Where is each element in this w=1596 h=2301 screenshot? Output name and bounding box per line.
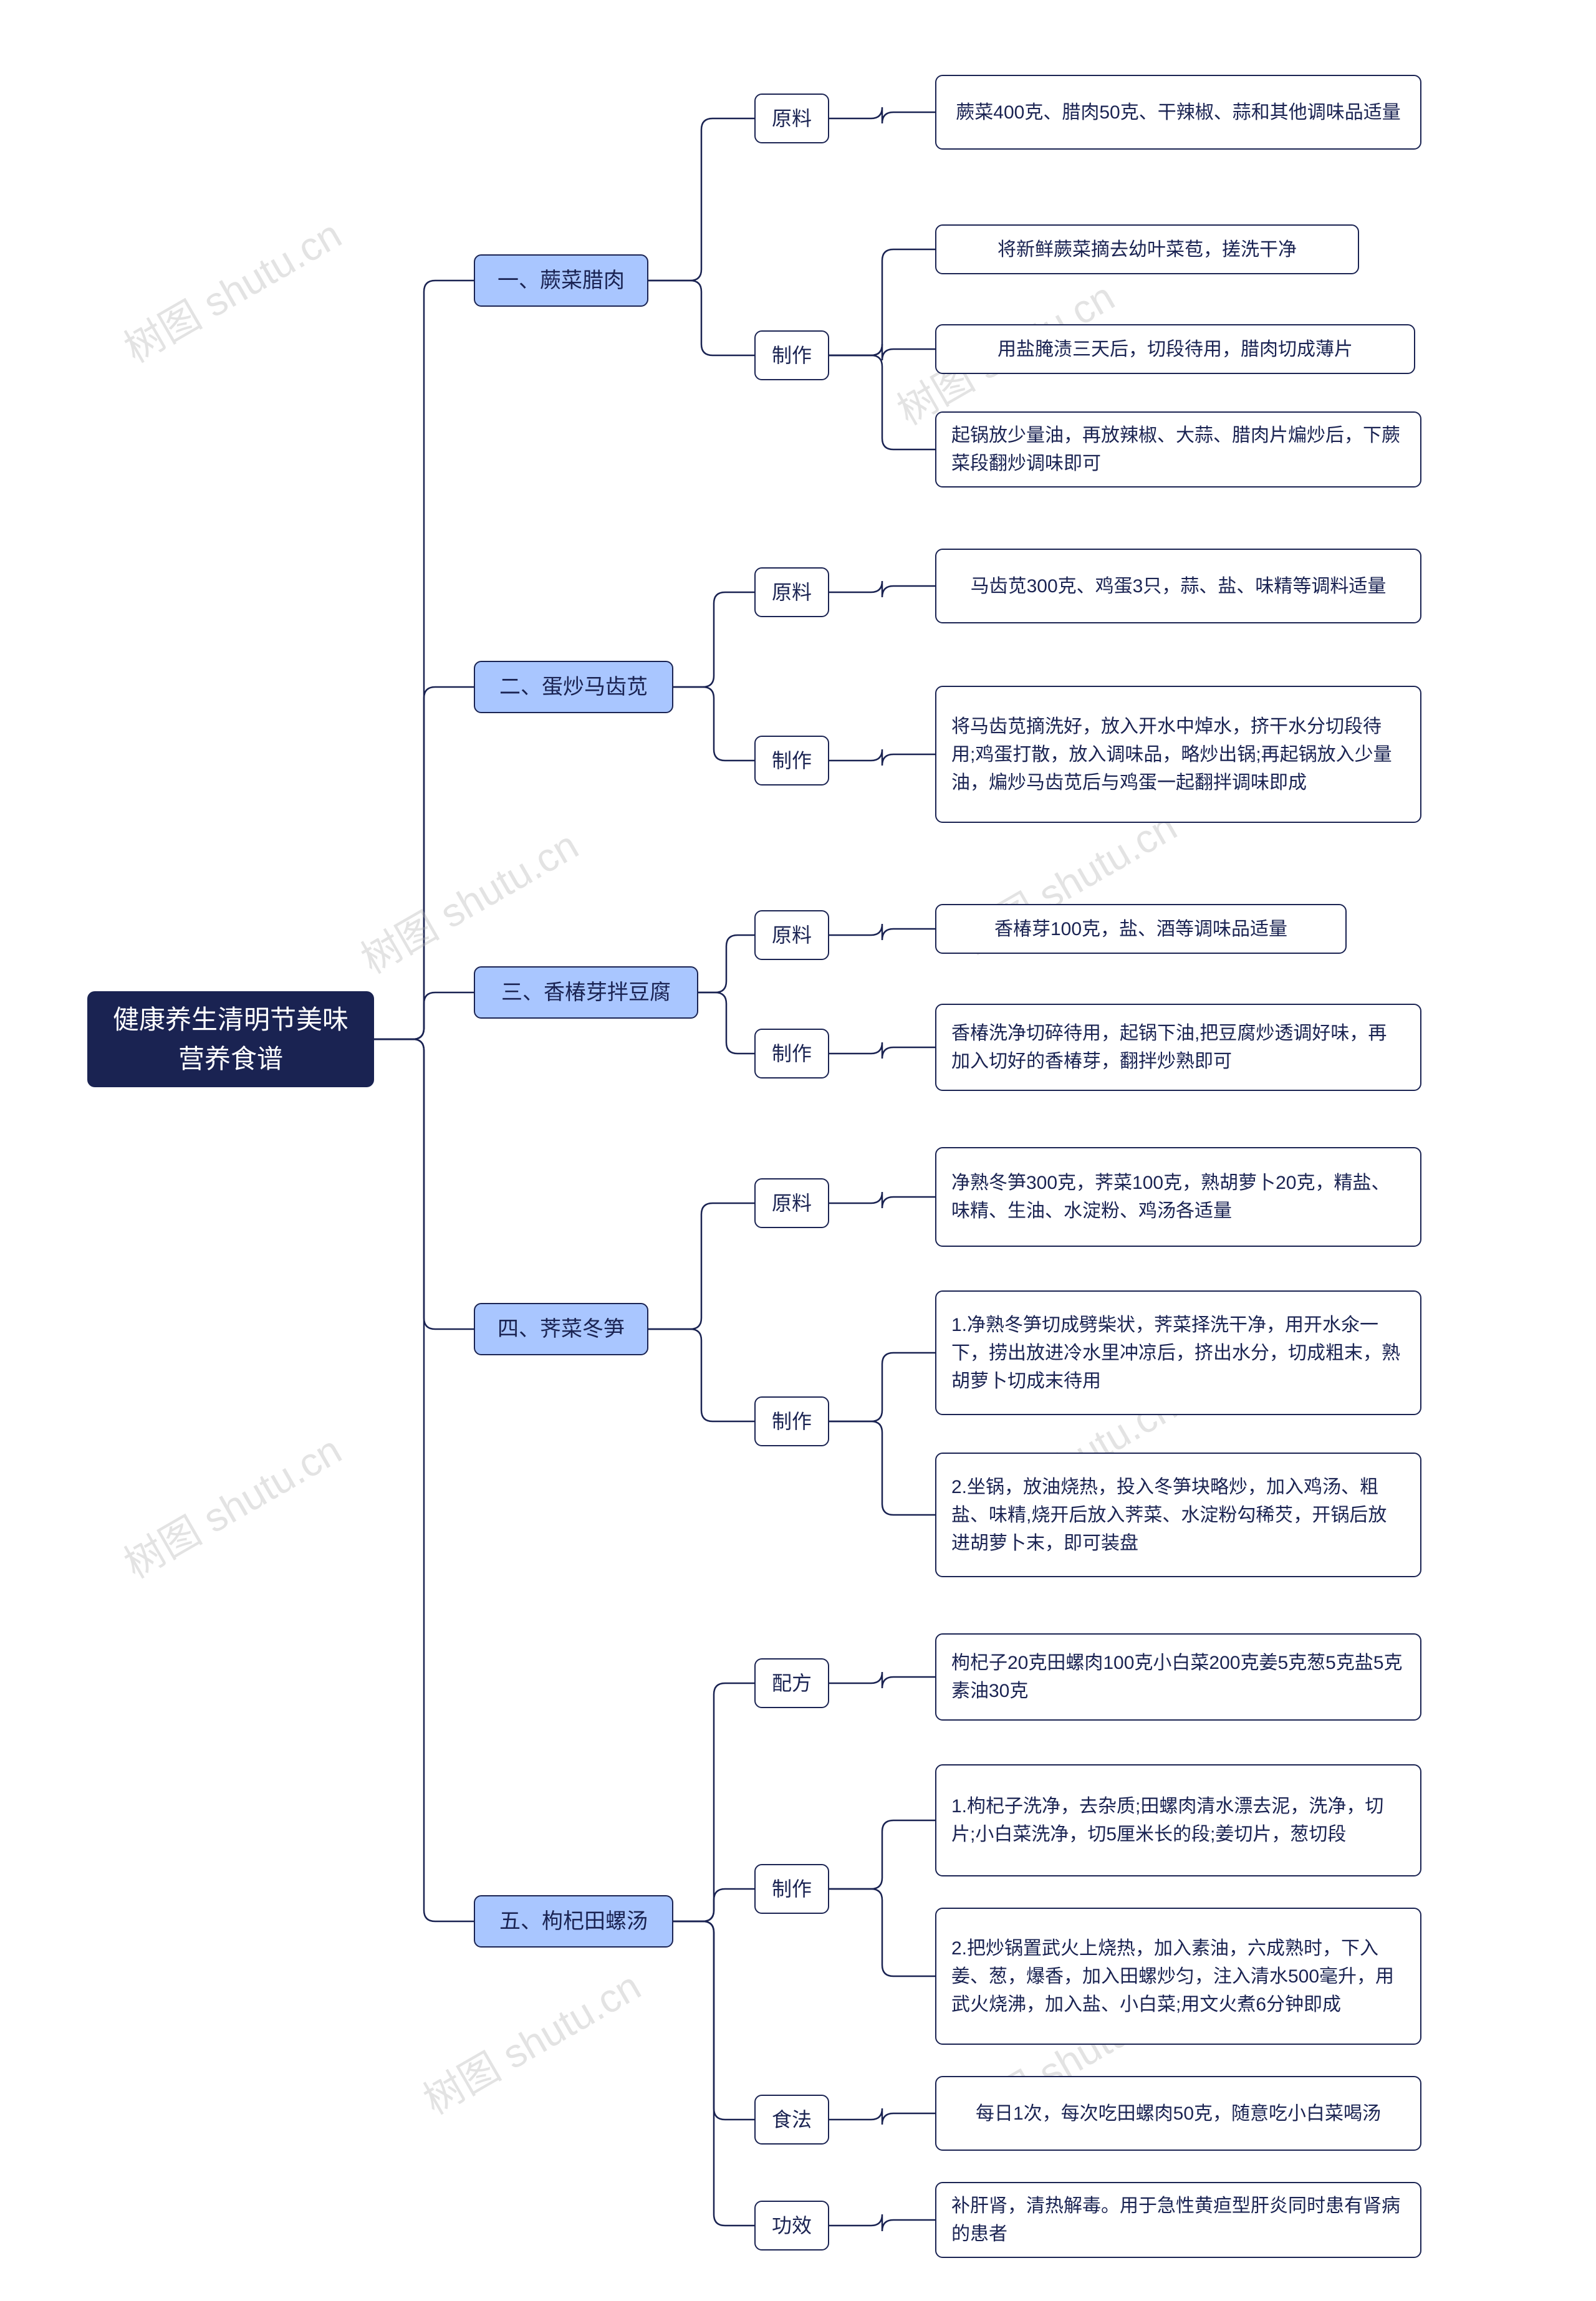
l3-1b2: 用盐腌渍三天后，切段待用，腊肉切成薄片 <box>935 324 1415 374</box>
l3-5c1: 每日1次，每次吃田螺肉50克，随意吃小白菜喝汤 <box>935 2076 1421 2151</box>
l1-3: 三、香椿芽拌豆腐 <box>474 966 698 1019</box>
l2-5a: 配方 <box>754 1658 829 1708</box>
l2-5d: 功效 <box>754 2201 829 2251</box>
l3-1b1: 将新鲜蕨菜摘去幼叶菜苞，搓洗干净 <box>935 224 1359 274</box>
l3-5b1: 1.枸杞子洗净，去杂质;田螺肉清水漂去泥，洗净，切片;小白菜洗净，切5厘米长的段… <box>935 1764 1421 1876</box>
watermark: 树图 shutu.cn <box>112 203 350 374</box>
l3-1a1: 蕨菜400克、腊肉50克、干辣椒、蒜和其他调味品适量 <box>935 75 1421 150</box>
l1-5: 五、枸杞田螺汤 <box>474 1895 673 1948</box>
watermark: 树图 shutu.cn <box>112 1419 350 1590</box>
l3-4b2: 2.坐锅，放油烧热，投入冬笋块略炒，加入鸡汤、粗盐、味精,烧开后放入荠菜、水淀粉… <box>935 1453 1421 1577</box>
l3-4a1: 净熟冬笋300克，荠菜100克，熟胡萝卜20克，精盐、味精、生油、水淀粉、鸡汤各… <box>935 1147 1421 1247</box>
l2-3b: 制作 <box>754 1029 829 1078</box>
root-node: 健康养生清明节美味营养食谱 <box>87 991 374 1087</box>
l2-3a: 原料 <box>754 910 829 960</box>
l2-5c: 食法 <box>754 2095 829 2145</box>
l3-4b1: 1.净熟冬笋切成劈柴状，荠菜择洗干净，用开水氽一下，捞出放进冷水里冲凉后，挤出水… <box>935 1290 1421 1415</box>
mindmap-canvas: 树图 shutu.cn 树图 shutu.cn 树图 shutu.cn 树图 shut… <box>0 0 1596 2301</box>
watermark: 树图 shutu.cn <box>349 814 587 985</box>
l3-2a1: 马齿苋300克、鸡蛋3只，蒜、盐、味精等调料适量 <box>935 549 1421 623</box>
l3-5d1: 补肝肾，清热解毒。用于急性黄疸型肝炎同时患有肾病的患者 <box>935 2182 1421 2258</box>
l2-5b: 制作 <box>754 1864 829 1914</box>
l2-1a: 原料 <box>754 94 829 143</box>
l2-4a: 原料 <box>754 1178 829 1228</box>
l3-5a1: 枸杞子20克田螺肉100克小白菜200克姜5克葱5克盐5克素油30克 <box>935 1633 1421 1721</box>
l2-2b: 制作 <box>754 736 829 785</box>
l3-2b1: 将马齿苋摘洗好，放入开水中焯水，挤干水分切段待用;鸡蛋打散，放入调味品，略炒出锅… <box>935 686 1421 823</box>
l3-5b2: 2.把炒锅置武火上烧热，加入素油，六成熟时，下入姜、葱，爆香，加入田螺炒匀，注入… <box>935 1908 1421 2045</box>
l3-3b1: 香椿洗净切碎待用，起锅下油,把豆腐炒透调好味，再加入切好的香椿芽，翻拌炒熟即可 <box>935 1004 1421 1091</box>
l2-2a: 原料 <box>754 567 829 617</box>
l3-3a1: 香椿芽100克，盐、酒等调味品适量 <box>935 904 1347 954</box>
l1-1: 一、蕨菜腊肉 <box>474 254 648 307</box>
l1-4: 四、荠菜冬笋 <box>474 1303 648 1355</box>
l2-4b: 制作 <box>754 1396 829 1446</box>
l1-2: 二、蛋炒马齿苋 <box>474 661 673 713</box>
l2-1b: 制作 <box>754 330 829 380</box>
watermark: 树图 shutu.cn <box>411 1955 650 2126</box>
l3-1b3: 起锅放少量油，再放辣椒、大蒜、腊肉片煸炒后，下蕨菜段翻炒调味即可 <box>935 411 1421 488</box>
